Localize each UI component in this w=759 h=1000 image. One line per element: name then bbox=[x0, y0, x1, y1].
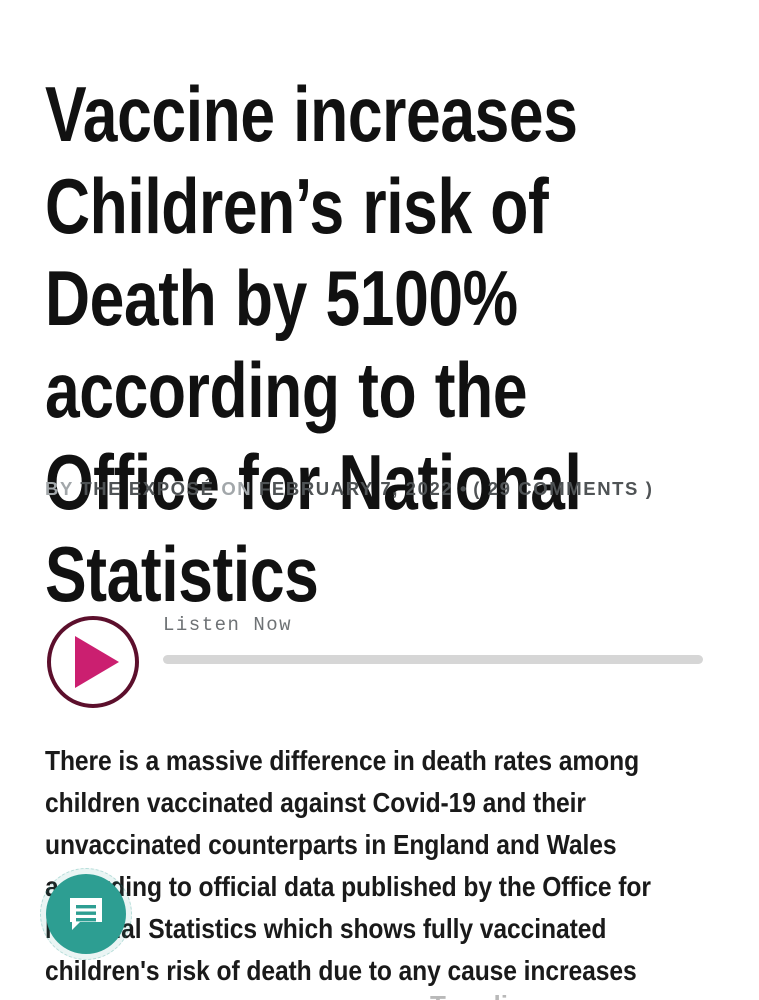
byline: BY THE EXPOSÉ ON FEBRUARY 7, 2022 • ( 29… bbox=[45, 474, 685, 504]
floating-comment-button-wrapper bbox=[38, 866, 134, 962]
byline-author[interactable]: THE EXPOSÉ bbox=[80, 478, 215, 499]
byline-date: FEBRUARY 7, 2022 bbox=[259, 478, 454, 499]
byline-open-paren: ( bbox=[473, 478, 481, 499]
audio-player: Listen Now bbox=[45, 608, 705, 718]
byline-on-label: ON bbox=[221, 478, 253, 499]
listen-now-label: Listen Now bbox=[163, 614, 293, 636]
byline-comments-label[interactable]: COMMENTS bbox=[518, 478, 639, 499]
article-headline: Vaccine increases Children’s risk of Dea… bbox=[45, 70, 600, 619]
byline-by-label: BY bbox=[45, 478, 74, 499]
play-triangle-icon bbox=[75, 636, 119, 688]
article-body-paragraph: There is a massive difference in death r… bbox=[45, 745, 651, 1000]
comment-bubble-icon bbox=[70, 898, 102, 930]
byline-comment-count[interactable]: 29 bbox=[487, 478, 512, 499]
bottom-cutoff-region: Trending bbox=[430, 992, 750, 1000]
play-button[interactable] bbox=[47, 616, 139, 708]
floating-comment-button[interactable] bbox=[46, 874, 126, 954]
byline-separator-dot: • bbox=[460, 478, 467, 499]
bottom-cutoff-text: Trending bbox=[430, 992, 540, 1000]
audio-progress-slider[interactable] bbox=[163, 655, 703, 664]
byline-close-paren: ) bbox=[645, 478, 654, 499]
